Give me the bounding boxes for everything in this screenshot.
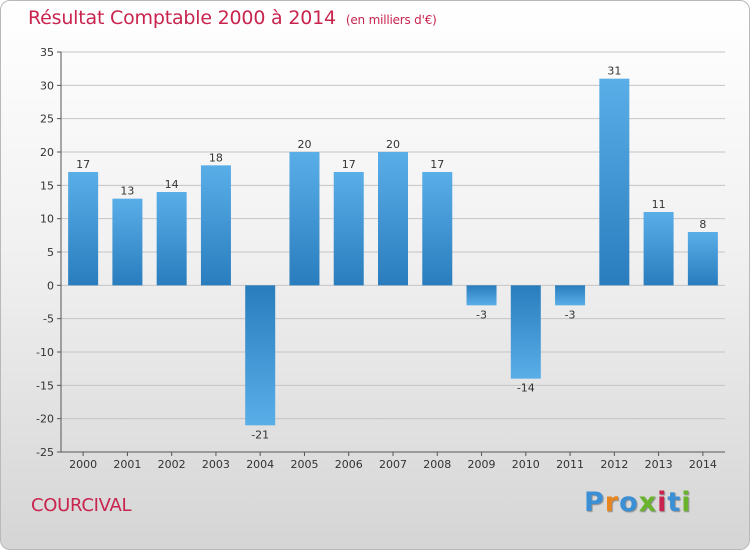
bar: [510, 285, 541, 379]
data-label: 17: [76, 158, 90, 171]
y-tick-label: -25: [36, 446, 54, 459]
data-label: 18: [209, 151, 223, 164]
x-tick-label: 2004: [246, 458, 274, 471]
bar: [422, 172, 453, 286]
bar-layer: [68, 78, 718, 426]
y-tick-label: 35: [40, 46, 54, 59]
y-tick-label: -15: [36, 379, 54, 392]
data-label: 11: [652, 198, 666, 211]
brand-letter: r: [604, 487, 620, 518]
bar: [68, 172, 99, 286]
bar: [156, 192, 187, 286]
bar: [643, 212, 674, 286]
y-tick-label: 20: [40, 146, 54, 159]
x-tick-label: 2002: [158, 458, 186, 471]
x-tick-label: 2011: [556, 458, 584, 471]
brand-letter: x: [638, 487, 658, 518]
x-tick-label: 2001: [113, 458, 141, 471]
x-tick-label: 2000: [69, 458, 97, 471]
x-tick-label: 2007: [379, 458, 407, 471]
axis-layer: -25 -20 -15 -10 -5 0 5 10 15 20 25 30 35 2000 2001 2002…: [36, 46, 725, 471]
y-tick-label: 30: [40, 79, 54, 92]
chart-subtitle: (en milliers d'€): [345, 13, 437, 27]
brand-letter: t: [667, 487, 682, 518]
bar: [599, 78, 630, 286]
chart-title-text: Résultat Comptable 2000 à 2014: [28, 7, 336, 29]
x-tick-label: 2008: [423, 458, 451, 471]
x-tick-label: 2006: [335, 458, 363, 471]
data-label: -3: [476, 308, 487, 321]
x-tick-label: 2005: [290, 458, 318, 471]
data-label: 31: [607, 65, 621, 78]
data-label: 20: [297, 138, 311, 151]
y-tick-label: 0: [47, 279, 54, 292]
data-label: -14: [517, 382, 535, 395]
y-tick-label: -20: [36, 413, 54, 426]
bar: [112, 198, 143, 286]
data-label: 17: [342, 158, 356, 171]
bar: [466, 285, 497, 306]
data-label: 14: [165, 178, 179, 191]
bar: [687, 232, 718, 286]
x-tick-label: 2014: [689, 458, 717, 471]
bar: [333, 172, 364, 286]
proxiti-logo: Proxiti: [584, 487, 692, 518]
bar: [555, 285, 586, 306]
town-name: COURCIVAL: [31, 495, 132, 516]
x-tick-label: 2003: [202, 458, 230, 471]
bar: [378, 152, 408, 286]
y-tick-label: 10: [40, 213, 54, 226]
brand-letter: i: [681, 487, 692, 518]
data-label: 8: [699, 218, 706, 231]
data-label: 17: [430, 158, 444, 171]
label-layer: 17 13 14 18 -21 20 17 20 17 -3 -14 -3 31 11 8: [76, 65, 706, 442]
brand-letter: P: [584, 487, 605, 518]
y-tick-label: -5: [43, 313, 54, 326]
data-label: -3: [565, 308, 576, 321]
brand-letter: i: [657, 487, 668, 518]
bar: [289, 152, 320, 286]
data-label: -21: [251, 428, 269, 441]
bar: [200, 165, 231, 286]
data-label: 13: [120, 185, 134, 198]
bar: [245, 285, 276, 426]
x-tick-label: 2009: [468, 458, 496, 471]
brand-letter: o: [619, 487, 639, 518]
data-label: 20: [386, 138, 400, 151]
y-tick-label: 15: [40, 179, 54, 192]
x-tick-label: 2010: [512, 458, 540, 471]
y-tick-label: 25: [40, 113, 54, 126]
y-tick-label: 5: [47, 246, 54, 259]
y-tick-label: -10: [36, 346, 54, 359]
chart-title: Résultat Comptable 2000 à 2014 (en millie…: [28, 7, 437, 29]
x-tick-label: 2012: [600, 458, 628, 471]
x-tick-label: 2013: [645, 458, 673, 471]
